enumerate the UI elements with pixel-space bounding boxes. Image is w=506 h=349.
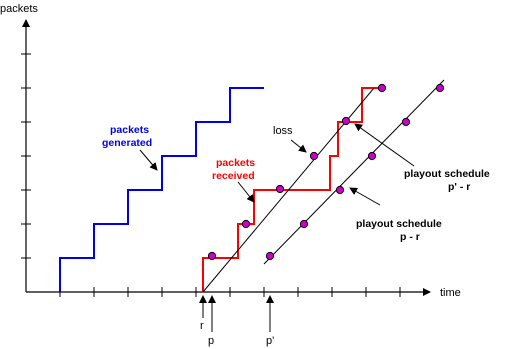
playout-markers: [207, 83, 445, 261]
loss-arrow: [290, 139, 307, 153]
received-label-line2: received: [212, 170, 255, 182]
playout-point: [241, 219, 251, 229]
playout-point: [435, 83, 445, 93]
sched-p-arrow: [349, 187, 381, 206]
received-arrow: [237, 181, 255, 203]
p-marker-label: p: [208, 335, 214, 347]
p-prime-marker-label: p': [266, 335, 274, 347]
playout-point: [367, 151, 377, 161]
x-axis-label: time: [440, 287, 461, 299]
sched-p-prime-label-line2: p' - r: [448, 181, 470, 193]
generated-label-line2: generated: [102, 137, 152, 149]
x-ticks: [59, 287, 401, 297]
playout-point: [377, 83, 387, 93]
axes: [21, 19, 431, 297]
sched-p-prime-arrow: [354, 123, 415, 167]
r-marker-label: r: [200, 320, 204, 332]
generated-arrow: [139, 149, 158, 171]
schedule-line-p-prime-r: [263, 79, 445, 265]
playout-point: [265, 251, 275, 261]
playout-point: [309, 151, 319, 161]
received-label-line1: packets: [216, 157, 255, 169]
received-staircase: [202, 87, 382, 292]
sched-p-prime-label-line1: playout schedule: [404, 168, 490, 180]
playout-point: [401, 117, 411, 127]
sched-p-label-line2: p - r: [400, 231, 420, 243]
loss-label: loss: [273, 125, 293, 137]
playout-point: [299, 219, 309, 229]
generated-staircase: [59, 87, 264, 292]
playout-point: [341, 116, 351, 126]
sched-p-label-line1: playout schedule: [356, 218, 442, 230]
playout-point: [335, 185, 345, 195]
generated-label-line1: packets: [110, 124, 149, 136]
y-ticks: [21, 53, 31, 259]
y-axis-label: packets: [0, 3, 38, 15]
playout-point: [275, 184, 285, 194]
playout-point: [207, 251, 217, 261]
